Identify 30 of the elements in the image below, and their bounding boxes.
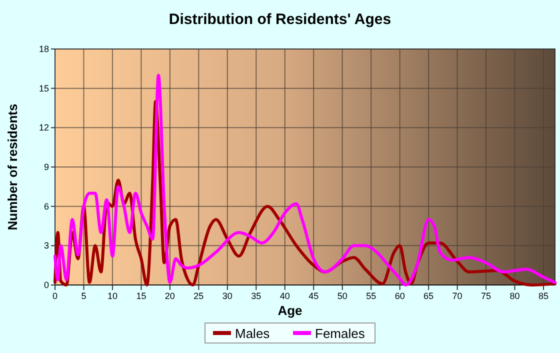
x-tick-label: 0 — [52, 291, 58, 301]
legend-label: Males — [235, 326, 270, 341]
x-tick-label: 65 — [424, 291, 434, 301]
x-tick-label: 50 — [337, 291, 348, 301]
x-tick-label: 30 — [222, 291, 232, 301]
legend-label: Females — [315, 326, 366, 341]
y-tick-label: 6 — [44, 201, 49, 212]
x-tick-label: 20 — [164, 291, 175, 301]
x-tick-label: 60 — [394, 291, 405, 301]
x-tick-label: 40 — [280, 291, 290, 301]
chart-title: Distribution of Residents' Ages — [168, 11, 392, 28]
y-tick-label: 15 — [38, 83, 49, 94]
x-tick-label: 25 — [194, 291, 204, 301]
y-tick-label: 18 — [38, 44, 49, 54]
y-tick-label: 9 — [44, 162, 49, 172]
y-tick-label: 0 — [44, 280, 49, 290]
x-axis-title: Age — [278, 303, 302, 318]
x-tick-label: 55 — [366, 291, 376, 301]
x-tick-label: 5 — [81, 291, 86, 301]
x-tick-label: 70 — [452, 291, 462, 301]
y-tick-label: 12 — [38, 122, 49, 133]
y-axis-title: Number of residents — [5, 104, 20, 230]
x-tick-label: 85 — [538, 291, 549, 301]
x-tick-label: 75 — [481, 291, 492, 301]
x-tick-label: 10 — [107, 291, 118, 301]
x-tick-label: 35 — [251, 291, 262, 301]
x-tick-label: 45 — [308, 291, 319, 301]
y-tick-label: 3 — [44, 240, 49, 251]
x-tick-label: 15 — [136, 291, 146, 301]
x-tick-label: 80 — [510, 291, 520, 301]
